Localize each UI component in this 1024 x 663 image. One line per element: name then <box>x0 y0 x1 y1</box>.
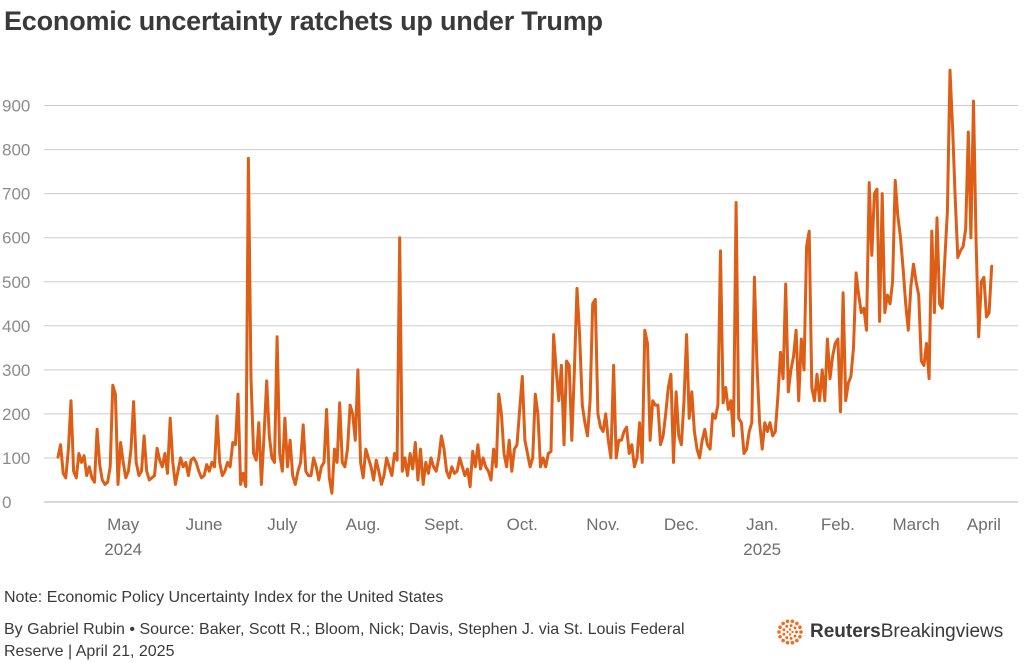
y-tick-label: 200 <box>2 405 30 424</box>
x-tick-year-label: 2024 <box>104 540 142 559</box>
x-tick-label: Sept. <box>424 515 464 534</box>
y-tick-label: 800 <box>2 141 30 160</box>
brand-name-breakingviews: Breakingviews <box>880 621 1004 642</box>
y-tick-label: 100 <box>2 449 30 468</box>
brand-logo-lockup: Reuters Breakingviews <box>776 618 1003 646</box>
y-tick-label: 500 <box>2 273 30 292</box>
x-tick-label: July <box>267 515 298 534</box>
x-tick-label: March <box>892 515 939 534</box>
x-tick-label: Aug. <box>346 515 381 534</box>
x-tick-label: Dec. <box>664 515 699 534</box>
x-tick-label: Jan. <box>746 515 778 534</box>
chart-title: Economic uncertainty ratchets up under T… <box>4 6 603 36</box>
y-tick-label: 600 <box>2 229 30 248</box>
x-tick-label: June <box>186 515 223 534</box>
chart-note: Note: Economic Policy Uncertainty Index … <box>4 589 444 606</box>
x-tick-label: May <box>107 515 140 534</box>
x-tick-label: Nov. <box>586 515 620 534</box>
y-tick-label: 400 <box>2 317 30 336</box>
y-axis-tick-labels: 0 100 200 300 400 500 600 700 800 900 <box>2 97 30 512</box>
x-tick-year-label: 2025 <box>743 540 781 559</box>
y-tick-label: 900 <box>2 97 30 116</box>
y-tick-label: 300 <box>2 361 30 380</box>
x-tick-label: April <box>967 515 1001 534</box>
y-tick-label: 0 <box>2 493 11 512</box>
line-chart: 0 100 200 300 400 500 600 700 800 900 May 2024 June… <box>2 68 1018 559</box>
brand-name-reuters: Reuters <box>810 621 881 642</box>
x-tick-label: Oct. <box>507 515 538 534</box>
gridlines <box>44 105 1018 503</box>
y-tick-label: 700 <box>2 185 30 204</box>
reuters-logo-icon <box>777 619 803 645</box>
chart-source: By Gabriel Rubin • Source: Baker, Scott … <box>4 621 685 660</box>
x-tick-label: Feb. <box>821 515 855 534</box>
x-axis-tick-labels: May 2024 June July Aug. Sept. Oct. Nov. Dec. Jan.… <box>104 515 1001 559</box>
series-line <box>56 68 994 495</box>
